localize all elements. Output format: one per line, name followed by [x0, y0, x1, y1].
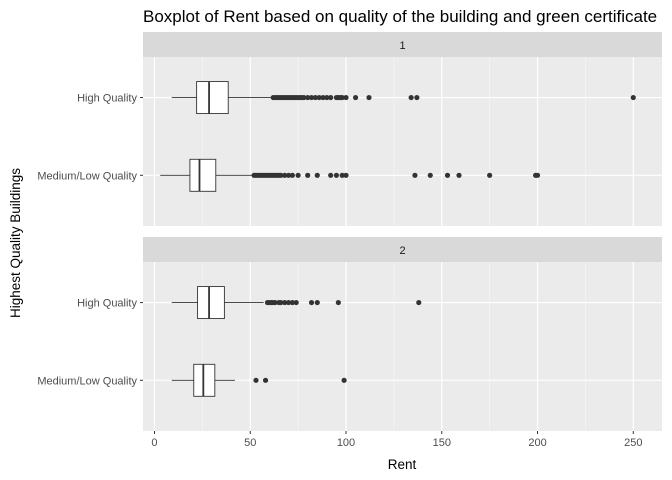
facet-strip-label: 1	[399, 40, 405, 52]
x-tick-label: 100	[337, 437, 355, 449]
outlier-point	[262, 377, 269, 383]
outlier-point	[352, 94, 359, 101]
facet-strip	[143, 237, 662, 262]
outlier-point	[335, 299, 341, 306]
facet-panels: 1 High Quality Medium/Low Quality 2 High Qua…	[37, 32, 662, 431]
outlier-point	[333, 172, 340, 178]
outlier-point	[272, 299, 278, 306]
outlier-point	[343, 94, 349, 101]
outlier-point	[341, 377, 347, 383]
outlier-point	[301, 94, 307, 101]
y-axis-title: Highest Quality Buildings	[8, 168, 23, 318]
outlier-point	[278, 172, 284, 178]
outlier-point	[316, 94, 322, 101]
outlier-point	[366, 94, 372, 101]
outlier-point	[293, 299, 299, 306]
y-tick-label: Medium/Low Quality	[37, 170, 137, 182]
box-iqr	[196, 81, 229, 115]
outlier-point	[427, 172, 433, 178]
outlier-point	[314, 299, 320, 306]
x-tick-label: 150	[433, 437, 451, 449]
outlier-point	[289, 299, 295, 306]
outlier-point	[289, 172, 295, 178]
outlier-point	[320, 94, 326, 101]
outlier-point	[314, 172, 320, 178]
outlier-point	[308, 94, 315, 101]
x-axis-title: Rent	[388, 457, 417, 472]
x-axis: 0 50 100 150 200 250	[151, 431, 642, 449]
outlier-point	[408, 94, 414, 101]
panel-background	[143, 262, 662, 431]
outlier-point	[339, 94, 345, 101]
outlier-point	[282, 172, 288, 178]
box-high-quality	[171, 286, 422, 320]
box-high-quality	[171, 81, 636, 115]
facet-strip-label: 2	[399, 245, 405, 257]
outlier-point	[630, 94, 636, 101]
outlier-point	[305, 172, 311, 178]
outlier-point	[308, 299, 315, 306]
box-iqr	[189, 158, 217, 192]
facet-panel-2: 2 High Quality Medium/Low Quality	[37, 237, 662, 431]
x-tick-label: 0	[151, 437, 157, 449]
outlier-point	[456, 172, 462, 178]
chart-title: Boxplot of Rent based on quality of the …	[143, 7, 657, 26]
outlier-point	[305, 94, 311, 101]
outlier-point	[444, 172, 451, 178]
outlier-point	[278, 299, 284, 306]
facet-strip	[143, 32, 662, 57]
outlier-point	[312, 94, 318, 101]
outlier-point	[285, 299, 292, 306]
outlier-point	[534, 172, 541, 178]
x-tick-label: 250	[624, 437, 642, 449]
outlier-point	[412, 172, 418, 178]
outlier-point	[328, 94, 334, 101]
box-medium-low-quality	[171, 363, 347, 397]
outlier-point	[285, 172, 292, 178]
outlier-point	[324, 94, 330, 101]
box-iqr	[197, 286, 225, 320]
y-tick-label: Medium/Low Quality	[37, 375, 137, 387]
y-tick-label: High Quality	[77, 93, 137, 105]
box-medium-low-quality	[160, 158, 541, 192]
outlier-point	[416, 299, 422, 306]
outlier-point	[253, 377, 259, 383]
outlier-point	[295, 172, 301, 178]
outlier-point	[343, 172, 349, 178]
box-iqr	[193, 363, 216, 397]
outlier-point	[328, 172, 334, 178]
outlier-point	[414, 94, 420, 101]
x-tick-label: 200	[528, 437, 546, 449]
outlier-point	[339, 172, 345, 178]
facet-panel-1: 1 High Quality Medium/Low Quality	[37, 32, 662, 226]
outlier-point	[487, 172, 493, 178]
panel-background	[143, 57, 662, 226]
outlier-point	[282, 299, 288, 306]
y-tick-label: High Quality	[77, 298, 137, 310]
x-tick-label: 50	[244, 437, 256, 449]
